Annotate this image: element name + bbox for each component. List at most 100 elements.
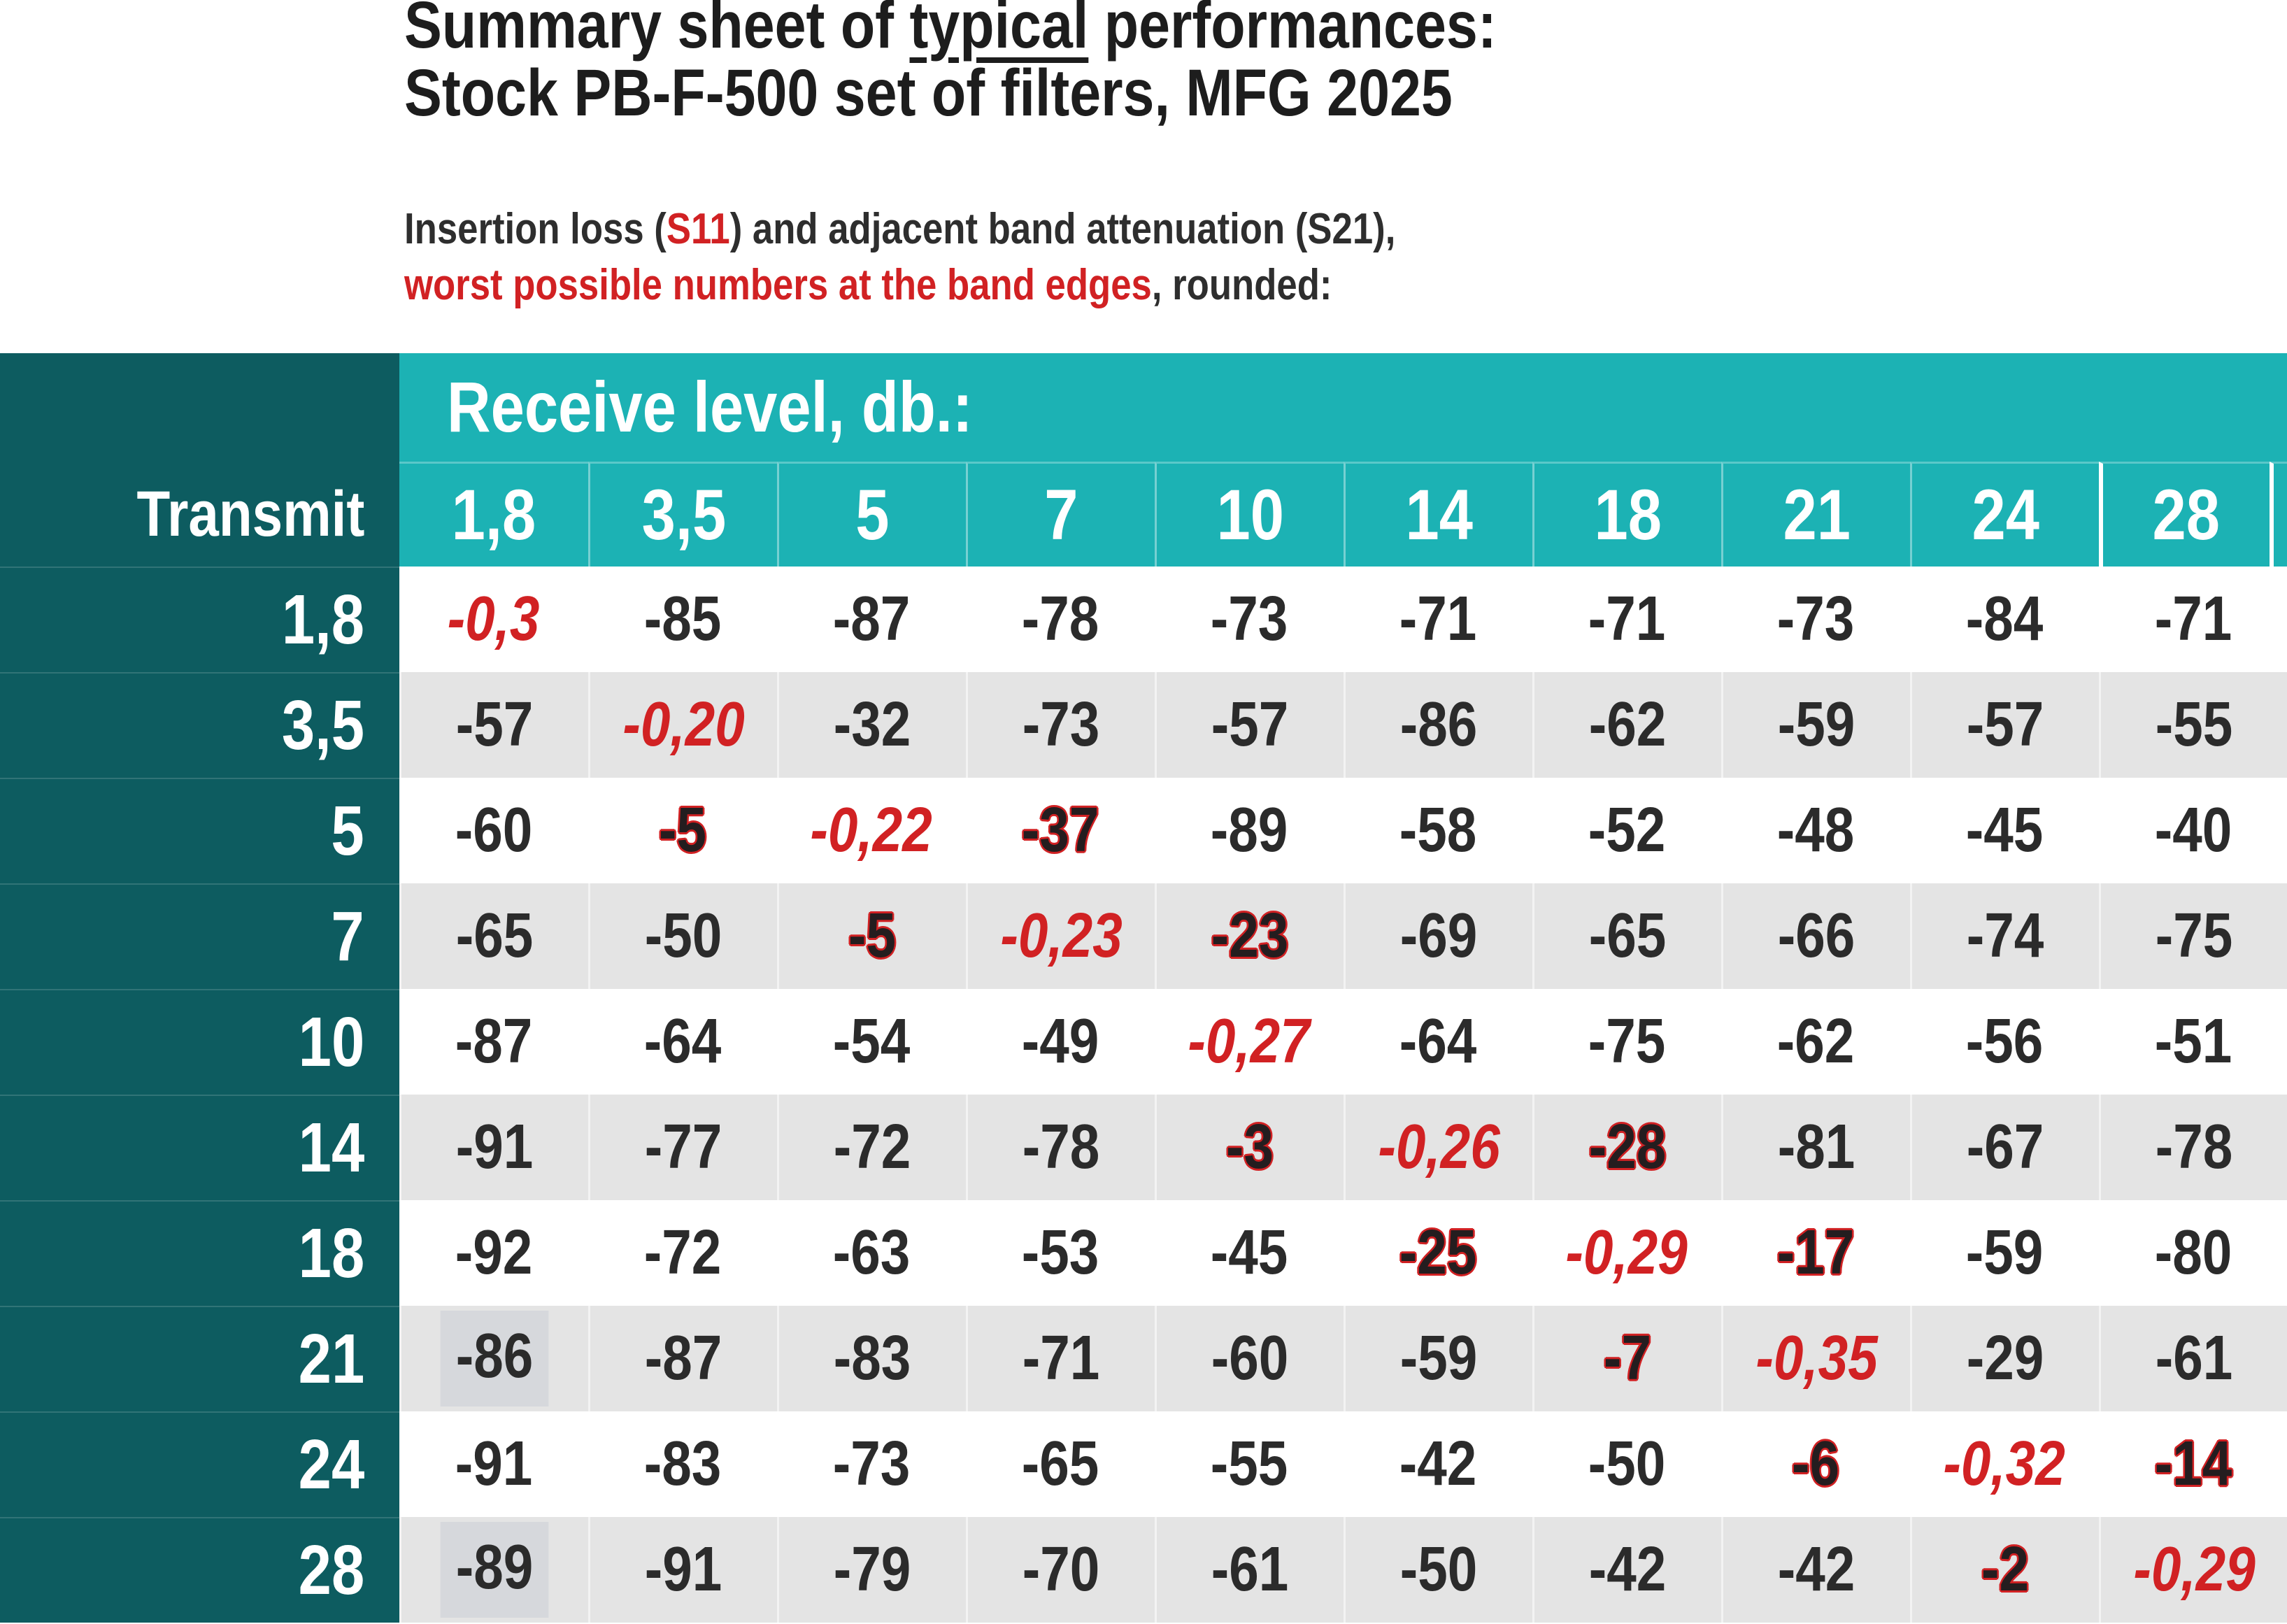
row-label: 1,8 — [0, 567, 399, 672]
data-cell-value: -73 — [1210, 584, 1288, 654]
data-cell: -57 — [1155, 672, 1344, 778]
row-label: 28 — [0, 1517, 399, 1623]
data-cell-value: -71 — [2154, 584, 2232, 654]
subtitle-line1-suffix: ) and adjacent band attenuation (S21), — [729, 205, 1396, 253]
data-cell: -75 — [2099, 883, 2287, 989]
row-label-text: 1,8 — [281, 580, 364, 659]
data-cell: -52 — [1532, 778, 1721, 883]
data-cell-value: -86 — [1400, 690, 1478, 760]
data-cell: -71 — [1344, 567, 1532, 672]
data-cell-value: -61 — [2156, 1323, 2233, 1393]
data-cell: -65 — [966, 1411, 1155, 1517]
data-cell: -23 — [1155, 883, 1344, 989]
data-cell-value: -71 — [1588, 584, 1666, 654]
data-cell-value: -87 — [832, 584, 911, 654]
data-cell-value: -69 — [1400, 901, 1478, 971]
row-label-text: 21 — [298, 1320, 364, 1398]
data-cell: -50 — [1532, 1411, 1721, 1517]
data-cell-value: -64 — [643, 1006, 722, 1076]
data-cell-value: -7 — [1604, 1323, 1652, 1393]
corner-cell — [0, 353, 399, 462]
data-cell: -42 — [1721, 1517, 1910, 1623]
transmit-label: Transmit — [136, 478, 364, 550]
receive-level-header: Receive level, db.: — [399, 353, 2287, 462]
data-cell: -0,29 — [2099, 1517, 2287, 1623]
data-cell: -2 — [1910, 1517, 2099, 1623]
data-cell: -0,22 — [777, 778, 966, 883]
data-cell: -3 — [1155, 1095, 1344, 1200]
data-cell-value: -17 — [1776, 1218, 1855, 1288]
data-cell-value: -84 — [1965, 584, 2044, 654]
data-cell-value: -40 — [2154, 795, 2232, 865]
data-cell-value: -60 — [1211, 1323, 1289, 1393]
row-label: 21 — [0, 1306, 399, 1411]
data-cell-value: -59 — [1778, 690, 1855, 760]
data-cell: -0,23 — [966, 883, 1155, 989]
row-label-text: 3,5 — [281, 686, 364, 764]
data-cell: -73 — [966, 672, 1155, 778]
data-cell-value: -48 — [1776, 795, 1855, 865]
subtitle-line2: worst possible numbers at the band edges… — [404, 257, 1570, 313]
table-row-10: 10 -87 -64 -54 -49 -0,27 -64 -75 -62 -56 -51 — [0, 989, 2287, 1095]
data-cell: -37 — [966, 778, 1155, 883]
data-cell-value: -3 — [1226, 1112, 1274, 1182]
data-cell-value: -50 — [1400, 1534, 1478, 1604]
subtitle: Insertion loss (S11) and adjacent band a… — [404, 201, 1570, 313]
data-cell-value: -89 — [1210, 795, 1288, 865]
table-row-14: 14 -91 -77 -72 -78 -3 -0,26 -28 -81 -67 -78 — [0, 1095, 2287, 1200]
data-cell-value: -60 — [455, 795, 533, 865]
performance-table: Receive level, db.: Transmit 1,8 3,5 5 7 10 1… — [0, 353, 2287, 1623]
data-cell: -6 — [1721, 1411, 1910, 1517]
data-cell-value: -45 — [1210, 1218, 1288, 1288]
row-label-text: 10 — [298, 1003, 364, 1081]
data-cell: -5 — [777, 883, 966, 989]
data-cell-value: -71 — [1399, 584, 1477, 654]
data-cell: -92 — [399, 1200, 588, 1306]
column-header-21: 21 — [1721, 462, 1910, 567]
data-cell: -71 — [1532, 567, 1721, 672]
data-cell: -78 — [966, 1095, 1155, 1200]
data-cell-value: -54 — [832, 1006, 911, 1076]
data-cell-value: -0,29 — [1565, 1218, 1688, 1288]
data-cell-value: -0,3 — [448, 584, 540, 654]
column-header-18: 18 — [1532, 462, 1721, 567]
data-cell: -45 — [1155, 1200, 1344, 1306]
data-cell: -42 — [1532, 1517, 1721, 1623]
data-cell: -0,32 — [1910, 1411, 2099, 1517]
column-header-28: 28 — [2099, 462, 2270, 567]
data-cell: -80 — [2099, 1200, 2287, 1306]
data-cell-value: -75 — [1588, 1006, 1666, 1076]
column-header-5: 5 — [777, 462, 966, 567]
data-cell: -73 — [1155, 567, 1344, 672]
data-cell: -83 — [777, 1306, 966, 1411]
data-cell-value: -86 — [441, 1311, 549, 1406]
data-cell: -48 — [1721, 778, 1910, 883]
data-cell: -53 — [966, 1200, 1155, 1306]
data-cell-value: -56 — [1965, 1006, 2044, 1076]
s11-highlight: S11 — [666, 205, 730, 253]
data-cell: -40 — [2099, 778, 2287, 883]
data-cell-value: -79 — [834, 1534, 911, 1604]
data-cell: -17 — [1721, 1200, 1910, 1306]
data-cell: -59 — [1344, 1306, 1532, 1411]
header-edge-sliver — [2270, 462, 2287, 567]
data-cell-value: -78 — [1021, 584, 1099, 654]
data-cell: -59 — [1910, 1200, 2099, 1306]
subtitle-line1-prefix: Insertion loss ( — [404, 205, 667, 253]
data-cell-value: -2 — [1981, 1534, 2030, 1604]
data-cell-value: -51 — [2154, 1006, 2232, 1076]
data-cell: -60 — [1155, 1306, 1344, 1411]
data-cell: -72 — [777, 1095, 966, 1200]
receive-header-row: Receive level, db.: — [0, 353, 2287, 462]
data-cell: -64 — [588, 989, 777, 1095]
data-cell: -81 — [1721, 1095, 1910, 1200]
data-cell-value: -0,32 — [1943, 1429, 2066, 1499]
data-cell: -5 — [588, 778, 777, 883]
data-cell-value: -50 — [1588, 1429, 1666, 1499]
data-cell: -54 — [777, 989, 966, 1095]
data-cell-value: -77 — [645, 1112, 722, 1182]
data-cell: -89 — [399, 1517, 588, 1623]
data-cell-value: -29 — [1967, 1323, 2044, 1393]
data-cell: -71 — [2099, 567, 2287, 672]
row-label: 7 — [0, 883, 399, 989]
